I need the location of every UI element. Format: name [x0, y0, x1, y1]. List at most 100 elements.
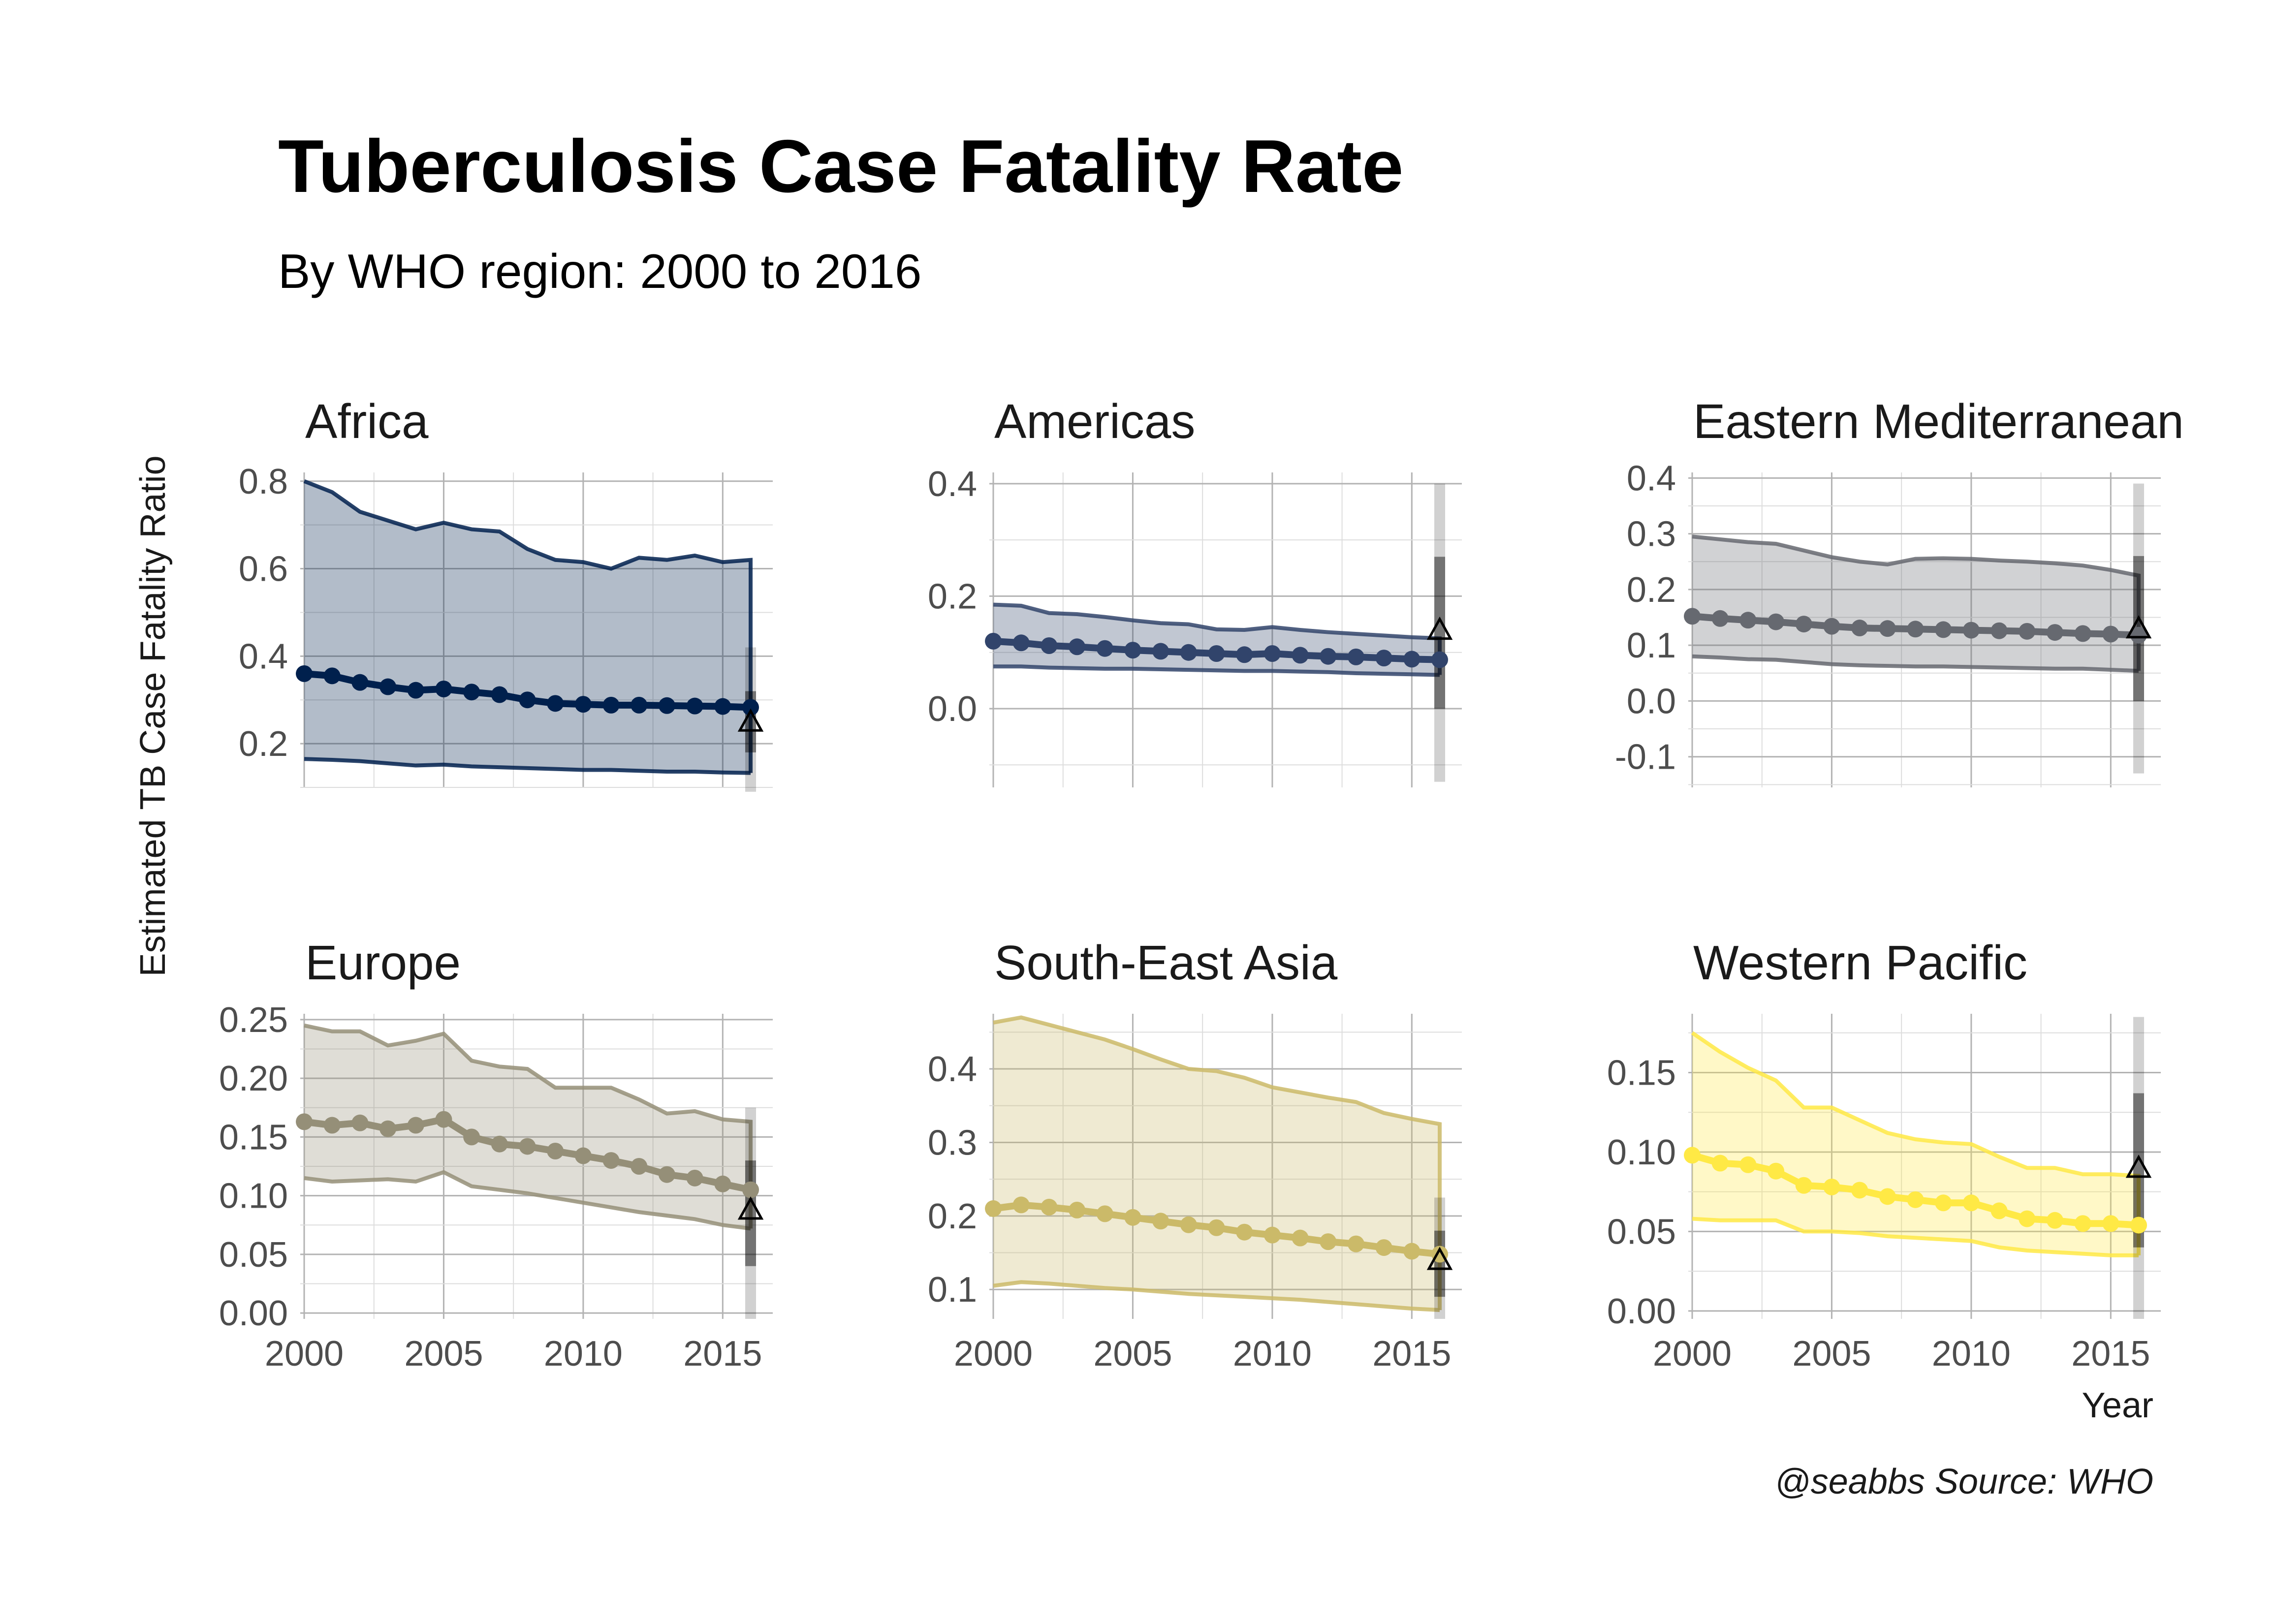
data-point	[519, 691, 536, 709]
data-point	[1990, 622, 2008, 639]
data-point	[463, 1128, 480, 1146]
data-point	[602, 696, 620, 714]
data-point	[1823, 618, 1840, 635]
y-tick-label: 0.4	[928, 1050, 977, 1089]
data-point	[1879, 620, 1896, 637]
data-point	[1347, 648, 1364, 665]
data-point	[742, 1181, 759, 1198]
data-point	[1069, 638, 1086, 656]
data-point	[1935, 1194, 1952, 1212]
y-axis-title: Estimated TB Case Fatality Ratio	[133, 455, 173, 976]
lower-bound-line	[304, 1170, 751, 1231]
x-tick-label: 2005	[1093, 1334, 1172, 1374]
data-point	[463, 684, 480, 701]
data-point	[714, 1175, 731, 1192]
data-point	[519, 1138, 536, 1155]
y-tick-label: 0.00	[219, 1294, 288, 1333]
data-point	[1935, 621, 1952, 638]
x-tick-label: 2005	[1792, 1334, 1871, 1374]
data-point	[1347, 1235, 1364, 1252]
panel-title-south-east-asia: South-East Asia	[994, 936, 1338, 990]
chart-subtitle: By WHO region: 2000 to 2016	[278, 244, 921, 298]
y-tick-label: 0.00	[1607, 1292, 1676, 1331]
data-point	[2046, 624, 2063, 641]
data-point	[2102, 1215, 2119, 1232]
x-tick-label: 2010	[1932, 1334, 2011, 1374]
triangle-marker	[737, 708, 764, 732]
data-point	[491, 686, 508, 703]
panel-title-africa: Africa	[305, 394, 429, 448]
triangle-marker	[737, 1196, 764, 1220]
data-point	[1711, 610, 1729, 627]
lower-bound-line	[993, 664, 1440, 677]
y-tick-label: 0.2	[239, 724, 288, 764]
data-point	[547, 695, 564, 712]
data-point	[742, 699, 759, 716]
y-tick-label: 0.10	[219, 1177, 288, 1216]
data-point	[1041, 637, 1058, 654]
data-point	[1069, 1201, 1086, 1218]
data-point	[547, 1143, 564, 1159]
data-point	[2019, 623, 2036, 640]
panel-title-europe: Europe	[305, 936, 461, 990]
y-tick-label: 0.3	[928, 1123, 977, 1162]
y-tick-label: 0.2	[928, 1197, 977, 1236]
data-point	[1879, 1188, 1896, 1205]
data-point	[435, 681, 452, 697]
ribbon-south-east-asia	[993, 1017, 1440, 1311]
grid-europe	[300, 1014, 773, 1319]
data-point	[2074, 625, 2091, 642]
data-point	[658, 697, 675, 714]
data-point	[574, 1147, 592, 1164]
data-point	[1795, 616, 1812, 633]
caption: @seabbs Source: WHO	[1775, 1462, 2153, 1501]
y-tick-label: -0.1	[1615, 738, 1676, 777]
data-point	[1320, 648, 1337, 665]
data-point	[1180, 1216, 1197, 1233]
x-tick-label: 2010	[544, 1334, 623, 1374]
data-point	[714, 698, 731, 715]
data-point	[1096, 640, 1113, 657]
data-point	[1096, 1205, 1113, 1222]
y-tick-label: 0.4	[1627, 459, 1676, 498]
y-tick-label: 0.8	[239, 462, 288, 501]
x-tick-label: 2015	[2071, 1334, 2150, 1374]
x-axis-title: Year	[2082, 1386, 2153, 1425]
data-point	[1124, 1209, 1141, 1226]
data-point	[631, 1158, 648, 1175]
grid-western-pacific	[1688, 1014, 2161, 1319]
data-point	[1320, 1233, 1337, 1250]
ribbon-europe	[304, 1025, 751, 1229]
triangle-marker	[1426, 616, 1453, 640]
data-point	[351, 674, 369, 691]
data-point	[1263, 645, 1281, 662]
data-point	[435, 1111, 452, 1128]
data-point	[379, 678, 397, 695]
data-point	[658, 1166, 675, 1183]
y-tick-label: 0.05	[219, 1235, 288, 1275]
chart-title: Tuberculosis Case Fatality Rate	[278, 125, 1403, 208]
x-tick-label: 2010	[1233, 1334, 1312, 1374]
y-tick-label: 0.6	[239, 550, 288, 589]
data-point	[1236, 646, 1253, 663]
y-tick-label: 0.15	[219, 1118, 288, 1157]
data-point	[1403, 651, 1421, 668]
grid-south-east-asia	[989, 1014, 1462, 1319]
y-tick-label: 0.0	[1627, 682, 1676, 721]
data-point	[1684, 608, 1701, 625]
x-tick-label: 2015	[1372, 1334, 1451, 1374]
y-tick-label: 0.15	[1607, 1053, 1676, 1093]
ribbon-western-pacific	[1692, 1032, 2139, 1255]
data-point	[491, 1135, 508, 1153]
panel-europe: Europe 0.00 0.05 0.10 0.15 0.20 0.25 2000 2005 20…	[219, 936, 773, 1374]
data-point	[2074, 1215, 2091, 1232]
data-point	[1851, 1182, 1868, 1199]
y-tick-label: 0.20	[219, 1059, 288, 1098]
data-point	[407, 682, 424, 699]
data-point	[686, 1169, 703, 1187]
panel-title-americas: Americas	[994, 394, 1195, 448]
data-point	[1739, 612, 1757, 629]
data-point	[985, 632, 1002, 650]
data-point	[686, 697, 703, 715]
data-point	[1768, 613, 1785, 630]
